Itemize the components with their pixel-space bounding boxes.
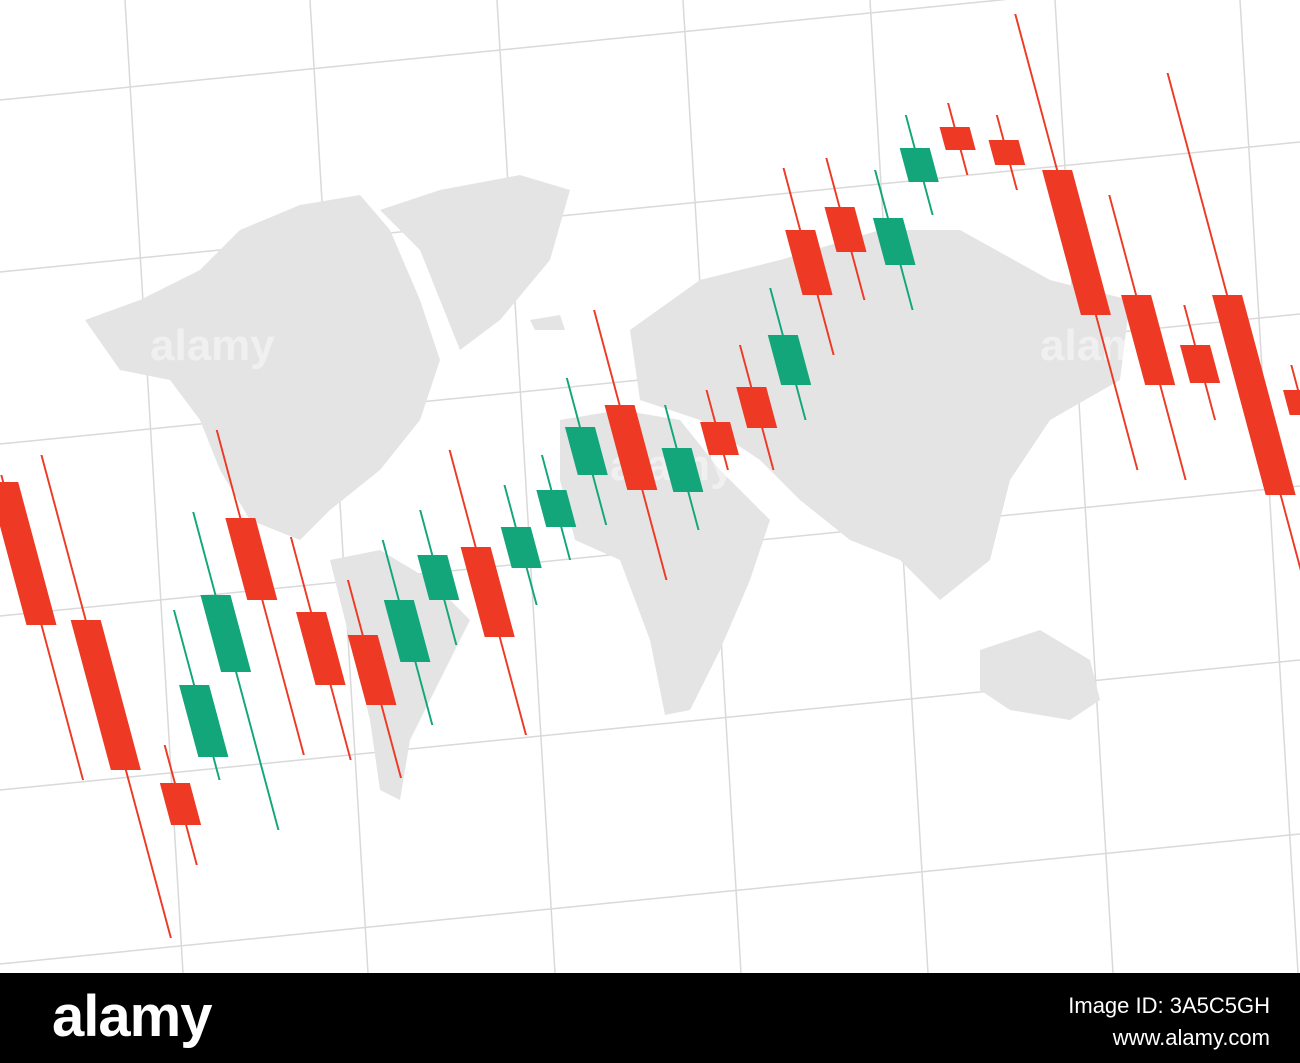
candle-body <box>700 422 739 455</box>
candles <box>0 14 1300 938</box>
candle-body <box>225 518 278 600</box>
candle-body <box>785 230 833 295</box>
logo: alamy <box>52 984 212 1049</box>
candle-body <box>1283 390 1300 415</box>
candle-body <box>564 427 608 475</box>
candle-body <box>988 140 1026 165</box>
candle-body <box>899 148 939 182</box>
url: www.alamy.com <box>1112 1025 1270 1050</box>
candle-body <box>347 635 397 705</box>
candle-body <box>736 387 778 428</box>
candle-body <box>824 207 867 252</box>
world-map <box>85 175 1130 800</box>
candle-body <box>872 218 916 265</box>
candle-body <box>70 620 141 770</box>
candle-body <box>604 405 658 490</box>
candle-body <box>536 490 577 527</box>
candle-body <box>661 448 704 492</box>
wick <box>1290 365 1300 440</box>
candle-body <box>767 335 812 385</box>
chart: alamy alamy alamy <box>0 0 1300 973</box>
image-id: Image ID: 3A5C5GH <box>1068 993 1270 1018</box>
candle-body <box>939 127 976 150</box>
candle-body <box>383 600 431 662</box>
candle-body <box>179 685 229 757</box>
candle-body <box>296 612 346 685</box>
candle-body <box>417 555 460 600</box>
candle-body <box>159 783 202 825</box>
candle-body <box>1042 170 1111 315</box>
candle-body <box>200 595 252 672</box>
candle-body <box>460 547 515 637</box>
candle-body <box>1212 295 1296 495</box>
candle-body <box>0 482 57 625</box>
candle-body <box>1121 295 1176 385</box>
candle-body <box>1179 345 1221 383</box>
footer: alamy Image ID: 3A5C5GH www.alamy.com <box>0 973 1300 1063</box>
watermark: alamy <box>150 321 275 370</box>
candle-body <box>500 527 542 568</box>
